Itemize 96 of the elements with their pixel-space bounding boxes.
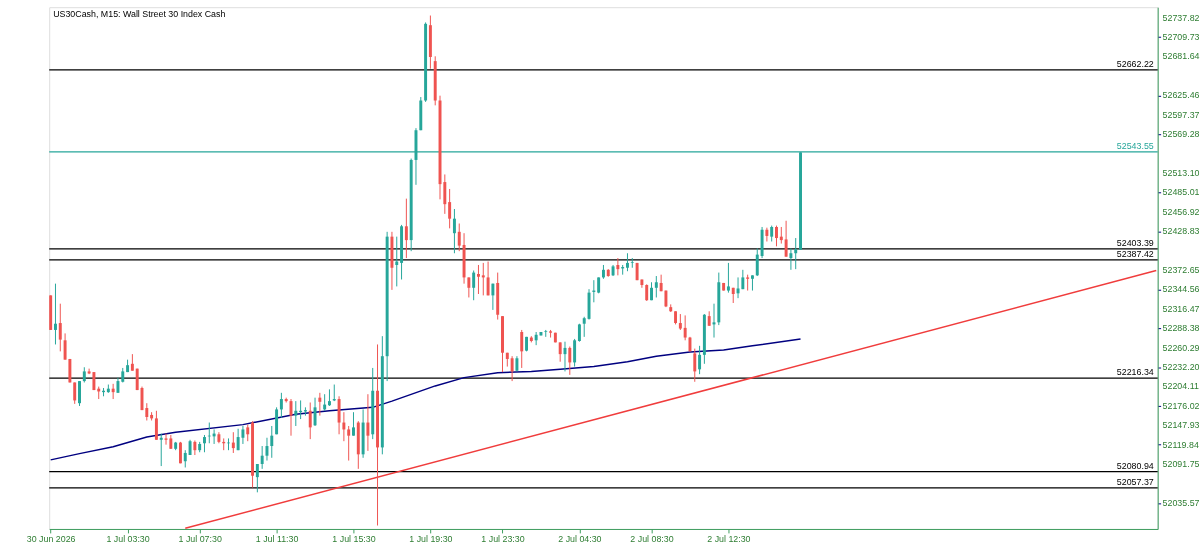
y-tick-label: 52681.64 [1162, 51, 1200, 62]
y-tick-label: 52147.93 [1162, 420, 1200, 431]
candlestick [476, 264, 480, 295]
candlestick [510, 355, 514, 382]
ref-line-label: 52543.55 [1116, 141, 1154, 152]
candlestick [683, 314, 687, 341]
y-tick-label: 52597.37 [1162, 109, 1200, 120]
y-tick-label: 52456.92 [1162, 206, 1200, 217]
y-tick-label: 52288.38 [1162, 323, 1200, 334]
ref-line-label: 52662.22 [1116, 59, 1154, 69]
candlestick [630, 257, 634, 269]
candlestick [616, 257, 620, 276]
y-tick-label: 52625.46 [1162, 90, 1200, 101]
line-series [49, 338, 802, 461]
candlestick [342, 411, 346, 442]
y-tick-label: 52344.56 [1162, 284, 1200, 295]
candlestick [78, 380, 81, 407]
candlestick [294, 400, 298, 427]
y-tick-label: 52709.73 [1162, 32, 1200, 43]
candlestick [472, 270, 476, 301]
candlestick [279, 392, 283, 419]
x-tick-label: 2 Jul 04:30 [558, 534, 602, 545]
candlestick [448, 188, 452, 229]
ref-line-label: 52080.94 [1116, 460, 1154, 471]
candlestick [366, 393, 370, 452]
candlestick [270, 425, 274, 459]
candlestick [347, 425, 351, 462]
candlestick [467, 276, 471, 298]
x-tick-label: 1 Jul 15:30 [332, 534, 376, 545]
y-tick-label: 52119.84 [1162, 439, 1199, 450]
x-tick-label: 1 Jul 23:30 [481, 534, 525, 545]
candlestick [784, 220, 788, 258]
y-tick-label: 52372.65 [1162, 265, 1200, 276]
y-tick-label: 52204.11 [1162, 381, 1199, 392]
candlestick [520, 329, 524, 369]
candlestick [573, 338, 577, 368]
y-tick-label: 52260.29 [1162, 342, 1200, 353]
ref-line-label: 52403.39 [1116, 237, 1154, 248]
y-tick-label: 52176.02 [1162, 400, 1200, 411]
candlestick [159, 433, 163, 467]
x-tick-label: 1 Jul 11:30 [255, 534, 299, 545]
x-tick-label: 30 Jun 2026 [26, 534, 76, 545]
candlestick [318, 392, 322, 417]
candlestick [582, 316, 586, 338]
candlestick [693, 348, 697, 383]
candlestick [58, 303, 62, 352]
candlestick [491, 283, 495, 311]
candlestick [457, 223, 461, 252]
candlestick [231, 431, 235, 454]
candlestick [789, 247, 793, 271]
y-tick-label: 52316.47 [1162, 303, 1200, 314]
ref-line-label: 52387.42 [1116, 248, 1154, 259]
ref-line-label: 52057.37 [1116, 476, 1154, 487]
candlestick [775, 225, 778, 247]
candlestick [313, 397, 317, 427]
y-tick-label: 52091.75 [1162, 459, 1200, 470]
candlestick [755, 247, 759, 277]
candlestick [73, 381, 77, 405]
candlestick [337, 395, 341, 435]
candlestick [736, 276, 740, 299]
y-tick-label: 52569.28 [1162, 129, 1200, 140]
x-tick-label: 2 Jul 12:30 [707, 534, 751, 545]
candlestick [452, 208, 456, 254]
candlestick [659, 274, 663, 292]
y-tick-label: 52428.83 [1162, 226, 1200, 237]
x-tick-label: 1 Jul 07:30 [178, 534, 222, 545]
candlestick [154, 410, 158, 441]
candlestick [260, 445, 264, 470]
chart-title: US30Cash, M15: Wall Street 30 Index Cash [53, 9, 226, 20]
y-tick-label: 52513.10 [1162, 167, 1200, 178]
candlestick [404, 198, 408, 259]
candlestick [794, 237, 798, 270]
candlestick [395, 236, 399, 287]
candlestick [486, 261, 490, 296]
candlestick [265, 437, 269, 462]
candlestick [443, 173, 447, 215]
x-tick-label: 1 Jul 03:30 [106, 534, 150, 545]
candlestick [255, 463, 259, 493]
x-tick-label: 2 Jul 08:30 [630, 534, 674, 545]
candlestick [481, 262, 485, 296]
candlestick [558, 341, 562, 363]
candlestick [164, 433, 168, 446]
x-tick-label: 1 Jul 19:30 [409, 534, 453, 545]
y-tick-label: 52232.20 [1162, 362, 1200, 373]
candlestick [352, 411, 355, 437]
candlestick [53, 283, 57, 345]
y-tick-label: 52485.01 [1162, 187, 1200, 198]
candlestick [698, 345, 702, 375]
candlestick [308, 402, 312, 440]
candlestick [654, 275, 658, 298]
candlestick [765, 227, 769, 242]
y-tick-label: 52035.57 [1162, 497, 1200, 508]
candlestick [568, 346, 572, 376]
ref-line-label: 52216.34 [1116, 367, 1154, 378]
candlestick [726, 262, 730, 294]
y-tick-label: 52737.82 [1162, 12, 1200, 23]
